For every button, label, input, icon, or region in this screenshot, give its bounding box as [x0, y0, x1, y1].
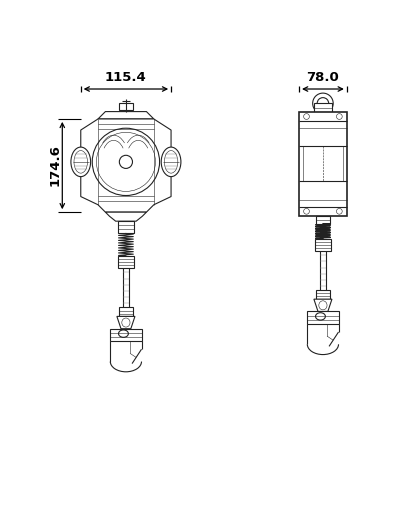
Text: 115.4: 115.4 — [105, 71, 147, 84]
Circle shape — [313, 93, 333, 114]
Circle shape — [119, 155, 132, 168]
Bar — [314, 102, 332, 113]
Bar — [110, 329, 141, 341]
Polygon shape — [117, 316, 135, 329]
Polygon shape — [105, 212, 146, 221]
Ellipse shape — [119, 330, 129, 337]
Bar — [118, 221, 134, 234]
Ellipse shape — [161, 147, 181, 177]
Circle shape — [317, 98, 329, 109]
Bar — [303, 147, 343, 182]
Bar — [119, 102, 133, 110]
Circle shape — [92, 128, 160, 195]
Bar — [307, 312, 339, 324]
Bar — [299, 112, 347, 216]
Bar — [118, 256, 134, 268]
Polygon shape — [314, 299, 332, 312]
Polygon shape — [98, 112, 154, 119]
Polygon shape — [81, 119, 171, 212]
Bar — [119, 307, 133, 316]
Ellipse shape — [316, 313, 325, 320]
Text: 78.0: 78.0 — [307, 71, 339, 84]
Text: 174.6: 174.6 — [48, 144, 62, 186]
Bar — [316, 216, 330, 224]
Bar — [316, 290, 330, 299]
Bar — [315, 239, 331, 251]
Ellipse shape — [71, 147, 91, 177]
